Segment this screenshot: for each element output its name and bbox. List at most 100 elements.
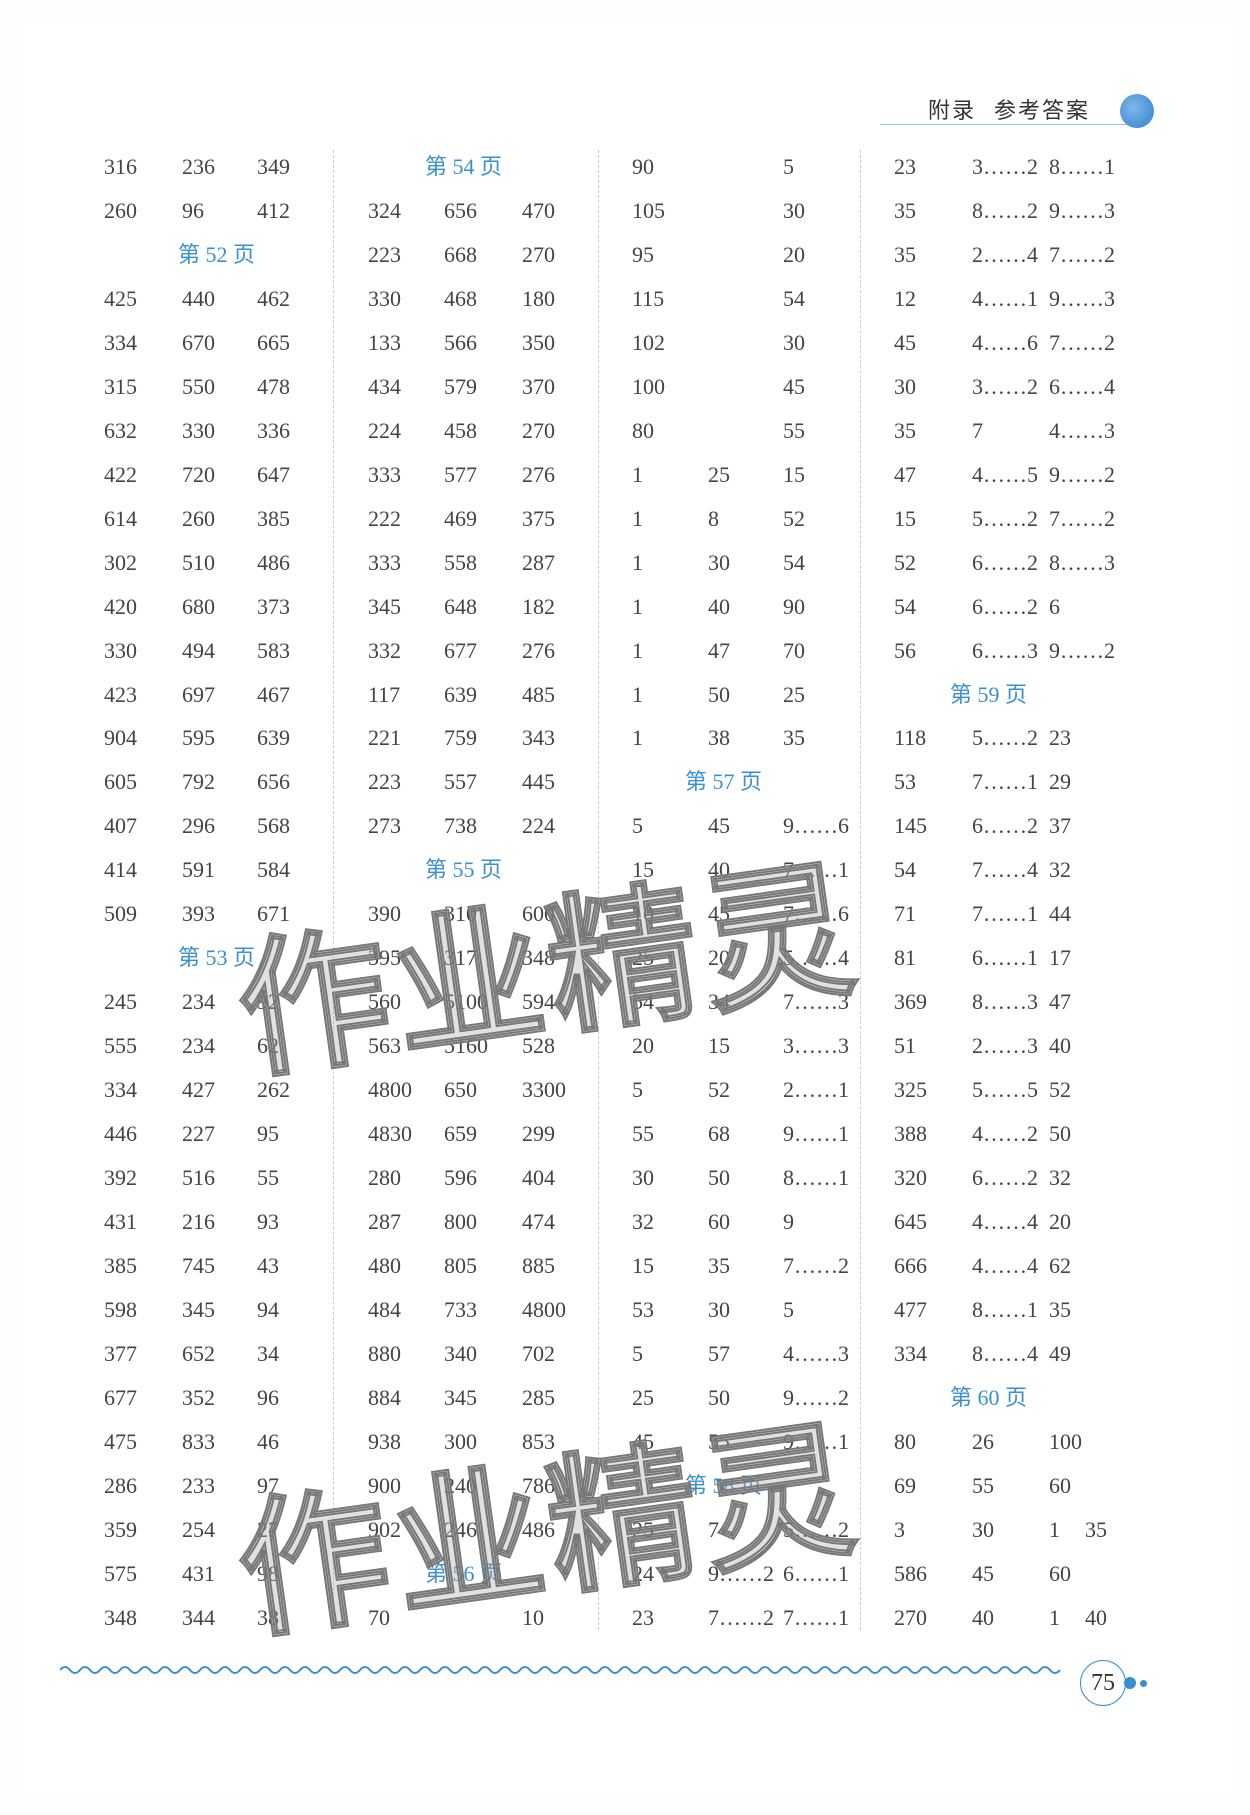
- page-number-dot-icon: [1124, 1677, 1136, 1689]
- answer-cell: 385: [104, 1253, 137, 1278]
- answer-cell: 412: [257, 197, 290, 223]
- answer-cell: 786: [522, 1472, 555, 1498]
- answer-cell: 276: [522, 637, 555, 663]
- answer-cell: 95: [632, 241, 654, 267]
- answer-cell: 528: [522, 1033, 555, 1059]
- answer-cell: 458: [444, 417, 477, 443]
- answer-cell: 4……1: [972, 285, 1038, 311]
- page-number-dot-icon: [1140, 1680, 1147, 1687]
- answer-cell: 7……1: [783, 857, 849, 883]
- answer-cell: 446: [104, 1121, 137, 1147]
- answer-cell: 393: [182, 901, 215, 927]
- answer-cell: 45: [632, 1428, 654, 1454]
- answer-cell: 9……2: [708, 1560, 774, 1586]
- page-heading: 第 57 页: [685, 769, 763, 795]
- answer-cell: 95: [257, 1121, 279, 1147]
- answer-cell: 639: [257, 725, 290, 751]
- answer-cell: 25: [708, 461, 730, 487]
- answer-cell: 9……3: [1049, 285, 1115, 311]
- answer-cell: 45: [894, 329, 916, 355]
- answer-cell: 9……1: [783, 1121, 849, 1147]
- answer-cell: 3300: [522, 1077, 566, 1103]
- answer-cell: 285: [522, 1384, 555, 1410]
- answer-cell: 4……3: [1049, 417, 1115, 443]
- answer-cell: 180: [522, 285, 555, 311]
- header-title: 参考答案: [994, 98, 1091, 123]
- answer-cell: 1: [632, 725, 643, 751]
- answer-cell: 55: [257, 1165, 279, 1191]
- answer-cell: 25: [632, 1516, 654, 1542]
- answer-cell: 332: [368, 637, 401, 663]
- answer-cell: 35: [783, 725, 805, 751]
- page-heading: 第 60 页: [950, 1384, 1028, 1410]
- answer-cell: 55: [783, 417, 805, 443]
- answer-cell: 516: [182, 1165, 215, 1191]
- answer-cell: 645: [894, 1209, 927, 1235]
- answer-cell: 4……5: [972, 461, 1038, 487]
- answer-cell: 96: [257, 1384, 279, 1410]
- answer-cell: 5: [632, 1077, 643, 1103]
- answer-cell: 47: [1049, 989, 1071, 1015]
- answer-cell: 35: [894, 197, 916, 223]
- answer-cell: 9……3: [1049, 197, 1115, 223]
- answer-cell: 4800: [368, 1077, 412, 1103]
- answer-cell: 54: [894, 593, 916, 619]
- answer-cell: 484: [368, 1296, 401, 1322]
- footer-wave-line: [60, 1666, 1061, 1674]
- answer-cell: 234: [182, 1033, 215, 1059]
- answer-cell: 9……2: [1049, 461, 1115, 487]
- answer-cell: 566: [444, 329, 477, 355]
- page-number: 75: [1080, 1660, 1126, 1706]
- answer-cell: 54: [783, 549, 805, 575]
- answer-cell: 8: [708, 505, 719, 531]
- answer-cell: 659: [444, 1121, 477, 1147]
- answer-cell: 302: [104, 549, 137, 575]
- answer-cell: 54: [783, 285, 805, 311]
- answer-cell: 15: [894, 505, 916, 531]
- answer-cell: 392: [104, 1165, 137, 1191]
- answer-cell: 273: [368, 813, 401, 839]
- answer-cell: 92: [257, 989, 279, 1015]
- answer-cell: 80: [894, 1428, 916, 1454]
- answer-cell: 7……4: [972, 857, 1038, 883]
- answer-cell: 1: [632, 681, 643, 707]
- answer-cell: 30: [783, 329, 805, 355]
- answer-cell: 7……2: [1049, 505, 1115, 531]
- answer-cell: 45: [708, 813, 730, 839]
- answer-cell: 276: [522, 461, 555, 487]
- answer-cell: 245: [104, 989, 137, 1015]
- answer-cell: 43: [257, 1253, 279, 1278]
- answer-cell: 270: [894, 1604, 927, 1630]
- answer-cell: 853: [522, 1428, 555, 1454]
- answer-cell: 60: [1049, 1560, 1071, 1586]
- answer-cell: 20: [632, 1033, 654, 1059]
- page-heading: 第 56 页: [425, 1560, 503, 1586]
- answer-cell: 315: [104, 373, 137, 399]
- answer-cell: 227: [182, 1121, 215, 1147]
- answer-cell: 5160: [444, 1033, 488, 1059]
- answer-cell: 182: [522, 593, 555, 619]
- answer-cell: 648: [444, 593, 477, 619]
- answer-cell: 1: [632, 549, 643, 575]
- answer-cell: 24: [632, 1560, 654, 1586]
- answer-cell: 47: [708, 637, 730, 663]
- answer-cell: 35: [894, 241, 916, 267]
- answer-cell: 6: [1049, 593, 1060, 619]
- answer-cell: 4……4: [972, 1253, 1038, 1278]
- answer-cell: 316: [104, 154, 137, 179]
- column-divider: [598, 150, 599, 1630]
- answer-cell: 50: [708, 1384, 730, 1410]
- answer-cell: 3……3: [783, 1033, 849, 1059]
- answer-cell: 70: [783, 637, 805, 663]
- answer-cell: 7……2: [708, 1604, 774, 1630]
- answer-cell: 17: [1049, 945, 1071, 971]
- answer-cell: 93: [257, 1209, 279, 1235]
- answer-cell: 656: [444, 197, 477, 223]
- answer-cell: 885: [522, 1253, 555, 1278]
- answer-cell: 697: [182, 681, 215, 707]
- answer-cell: 7……2: [1049, 241, 1115, 267]
- answer-cell: 596: [444, 1165, 477, 1191]
- answer-cell: 23: [632, 1604, 654, 1630]
- answer-cell: 474: [522, 1209, 555, 1235]
- answer-cell: 9……6: [783, 813, 849, 839]
